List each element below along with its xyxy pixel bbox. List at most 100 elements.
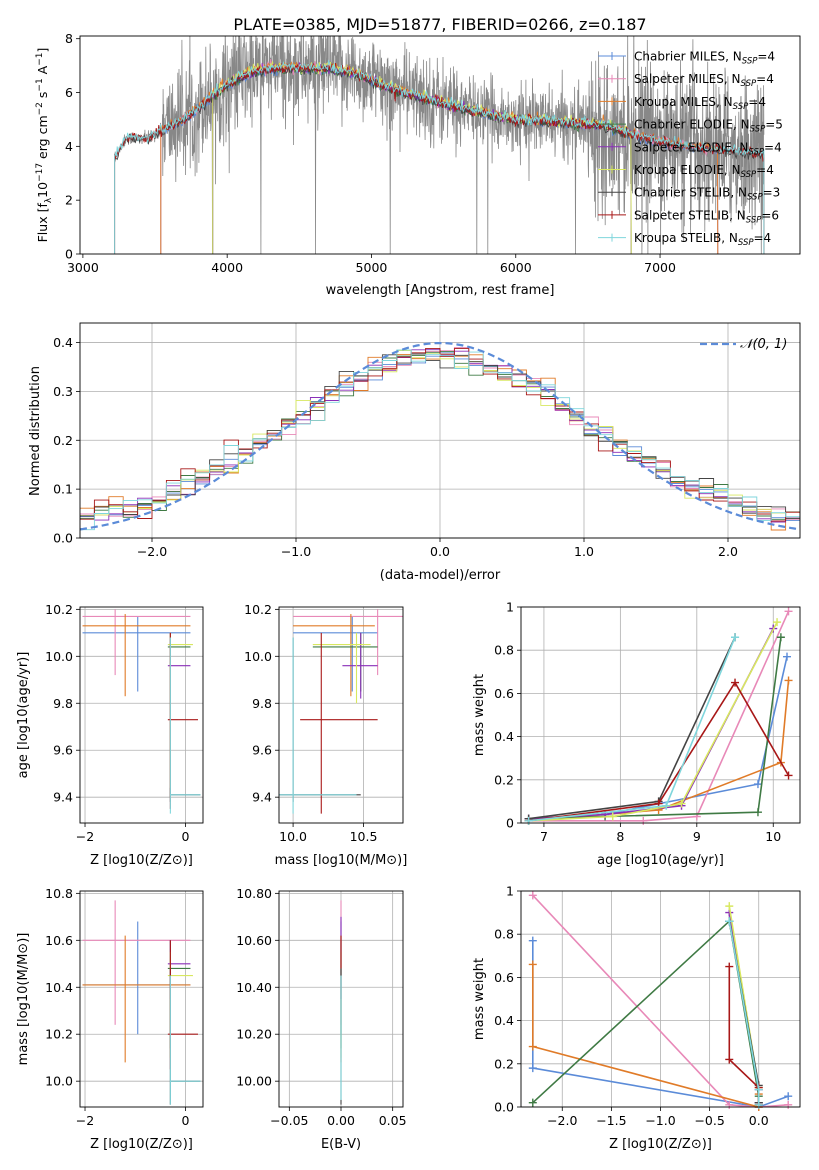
errorbar-point [312,632,371,704]
axes-age-vs-Z: −2 0 9.4 9.6 9.8 10.0 10.2 Z [log10(Z/Z⊙)] age [… [16,602,204,868]
x-tick-label: 10.5 [350,829,378,844]
x-tick-label: 0 [181,1113,189,1128]
y-tick-label: 0.0 [53,531,73,546]
series-marker [731,633,740,642]
histogram-step [80,353,800,519]
legend-label: Kroupa ELODIE, NSSP=4 [634,163,774,180]
spectrum-data-line [114,36,765,254]
errorbar-point [167,632,191,798]
x-tick-label: −2.0 [547,1113,577,1128]
series-marker [608,812,617,821]
y-axis-label: age [log10(age/yr)] [16,652,31,779]
legend-label: Salpeter MILES, NSSP=4 [634,72,774,89]
y-tick-label: 1 [506,884,514,899]
axes-frame [79,322,801,539]
x-tick-label: −1.5 [596,1113,626,1128]
x-axis-label: Z [log10(Z/Z⊙)] [90,853,193,868]
x-tick-label: 10 [765,829,781,844]
axes-frame [278,890,404,1108]
errorbar-point [82,616,191,692]
series-marker [524,816,533,825]
axes-residuals: −2.0 −1.0 0.0 1.0 2.0 0.0 0.1 0.2 0.3 0.4 (data-mo… [28,322,801,583]
errorbar-point [293,609,403,676]
x-tick-label: 3000 [67,260,99,275]
x-tick-label: 0.0 [430,544,450,559]
series-marker [753,808,762,817]
axes-frame [278,606,404,824]
x-tick-label: −2 [76,829,94,844]
y-tick-label: 10.0 [45,1074,73,1089]
errorbar-point [312,632,378,692]
legend-label: Chabrier ELODIE, NSSP=5 [634,118,783,135]
series-line [528,637,782,820]
errorbar-point [300,632,378,814]
y-tick-label: 10.00 [236,1074,272,1089]
series-line [528,656,788,822]
y-tick-label: 0.8 [494,643,514,658]
y-tick-label: 2 [65,193,73,208]
y-tick-label: 0.3 [53,384,73,399]
x-axis-label: wavelength [Angstrom, rest frame] [326,283,555,298]
series-marker [528,1064,537,1073]
series-line [532,919,760,1104]
errorbar-point [167,940,191,1049]
x-axis-label: (data-model)/error [380,568,501,583]
legend-label: Chabrier STELIB, NSSP=3 [634,186,780,203]
x-tick-label: 4000 [211,260,243,275]
y-tick-label: 10.2 [244,602,272,617]
series-line [528,610,790,822]
errorbar-point [167,940,191,999]
y-tick-label: 10.40 [236,980,272,995]
series-marker [754,1085,763,1094]
x-tick-label: −1.0 [281,544,311,559]
series-line [528,628,774,820]
y-tick-label: 0.0 [494,1100,514,1115]
y-tick-label: 0.2 [53,433,73,448]
series-marker [784,676,793,685]
y-axis-label: Flux [fλ10−17 erg cm−2 s−1 A−1] [35,48,54,243]
spectrum-model-line [114,59,765,254]
y-tick-label: 0.6 [494,686,514,701]
axes-age-vs-mass: 10.0 10.5 9.4 9.6 9.8 10.0 10.2 mass [log10(M/M… [244,602,407,868]
series-line [532,894,789,1107]
axes-mass-vs-EBV: −0.05 0.00 0.05 10.00 10.20 10.40 10.60 10.80 E(… [236,886,406,1152]
series-marker [528,891,537,900]
y-tick-label: 10.8 [45,886,73,901]
series-marker [725,1100,734,1109]
series-marker [725,917,734,926]
axes-frame [79,890,204,1108]
errorbar-point [169,975,201,1105]
y-tick-label: 0.4 [494,729,514,744]
x-tick-label: 1.0 [574,544,594,559]
y-tick-label: 10.0 [244,649,272,664]
x-axis-label: Z [log10(Z/Z⊙)] [609,1137,712,1152]
errorbar-point [279,637,357,814]
axes-frame [79,606,204,824]
y-tick-label: 0.1 [53,482,73,497]
series-marker [776,633,785,642]
errorbar-point [293,616,378,692]
x-axis-label: E(B-V) [321,1137,361,1152]
y-tick-label: 10.4 [45,980,73,995]
series-line [528,636,736,822]
histogram-step [80,349,800,531]
histogram-step [80,349,800,528]
series-marker [784,1092,793,1101]
y-tick-label: 0.6 [494,970,514,985]
legend-label: Chabrier MILES, NSSP=4 [634,50,775,67]
series-marker [783,652,792,661]
errorbar-point [82,614,191,697]
histogram-step [80,347,800,522]
axes-frame [520,890,801,1108]
axes-spectrum: 3000 4000 5000 6000 7000 0 2 4 6 8 wavelength [Ang… [35,31,801,298]
y-tick-label: 9.8 [252,696,272,711]
axes-mass-vs-Z: −2 0 10.0 10.2 10.4 10.6 10.8 Z [log10(Z/Z⊙)] ma… [16,886,204,1152]
errorbar-point [167,632,198,809]
y-axis-label: Normed distribution [28,366,43,496]
x-tick-label: 9 [693,829,701,844]
series-line [528,636,736,820]
legend-label: Salpeter STELIB, NSSP=6 [634,208,779,225]
y-tick-label: 4 [65,139,73,154]
x-tick-label: 2.0 [718,544,738,559]
series-marker [753,780,762,789]
